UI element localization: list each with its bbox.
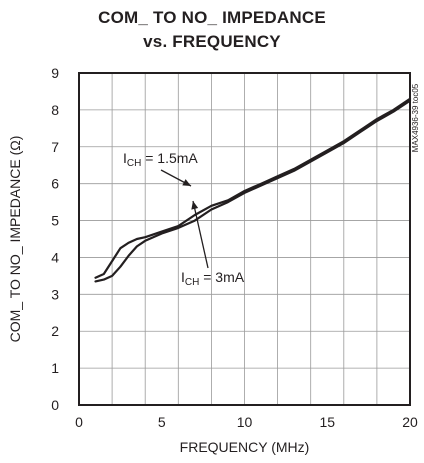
annotation-1-5ma-arrowhead xyxy=(182,179,191,186)
figure-code: MAX4936-39 toc05 xyxy=(411,83,420,152)
y-tick-label: 6 xyxy=(51,176,59,192)
y-tick-label: 9 xyxy=(51,65,59,81)
y-tick-label: 3 xyxy=(51,286,59,302)
y-tick-label: 0 xyxy=(51,397,59,413)
series-line-3ma xyxy=(94,99,412,283)
y-axis-label: COM_ TO NO_ IMPEDANCE (Ω) xyxy=(7,136,23,343)
annotations: ICH = 1.5mA ICH = 3mA xyxy=(123,150,245,288)
chart-subtitle: vs. FREQUENCY xyxy=(143,32,281,51)
y-tick-label: 2 xyxy=(51,323,59,339)
x-axis-label: FREQUENCY (MHz) xyxy=(180,439,310,455)
annotation-1-5ma-label: ICH = 1.5mA xyxy=(123,150,198,169)
y-tick-label: 7 xyxy=(51,139,59,155)
series-group xyxy=(94,97,412,283)
series-line-1-5ma xyxy=(94,97,412,279)
x-tick-label: 15 xyxy=(319,414,335,430)
grid xyxy=(79,73,410,405)
x-tick-label: 20 xyxy=(402,414,418,430)
annotation-3ma-leader xyxy=(192,200,209,269)
x-tick-label: 10 xyxy=(237,414,253,430)
x-tick-label: 5 xyxy=(158,414,166,430)
x-tick-label: 0 xyxy=(75,414,83,430)
y-tick-label: 1 xyxy=(51,360,59,376)
plot-frame xyxy=(78,72,411,406)
tick-labels: 0 5 10 15 20 0 1 2 3 4 5 6 7 8 9 xyxy=(51,65,418,430)
annotation-3ma-arrowhead xyxy=(191,201,199,210)
annotation-3ma-label: ICH = 3mA xyxy=(181,269,245,288)
y-tick-label: 5 xyxy=(51,213,59,229)
y-tick-label: 4 xyxy=(51,249,59,265)
y-tick-label: 8 xyxy=(51,102,59,118)
chart-title: COM_ TO NO_ IMPEDANCE xyxy=(98,8,326,27)
